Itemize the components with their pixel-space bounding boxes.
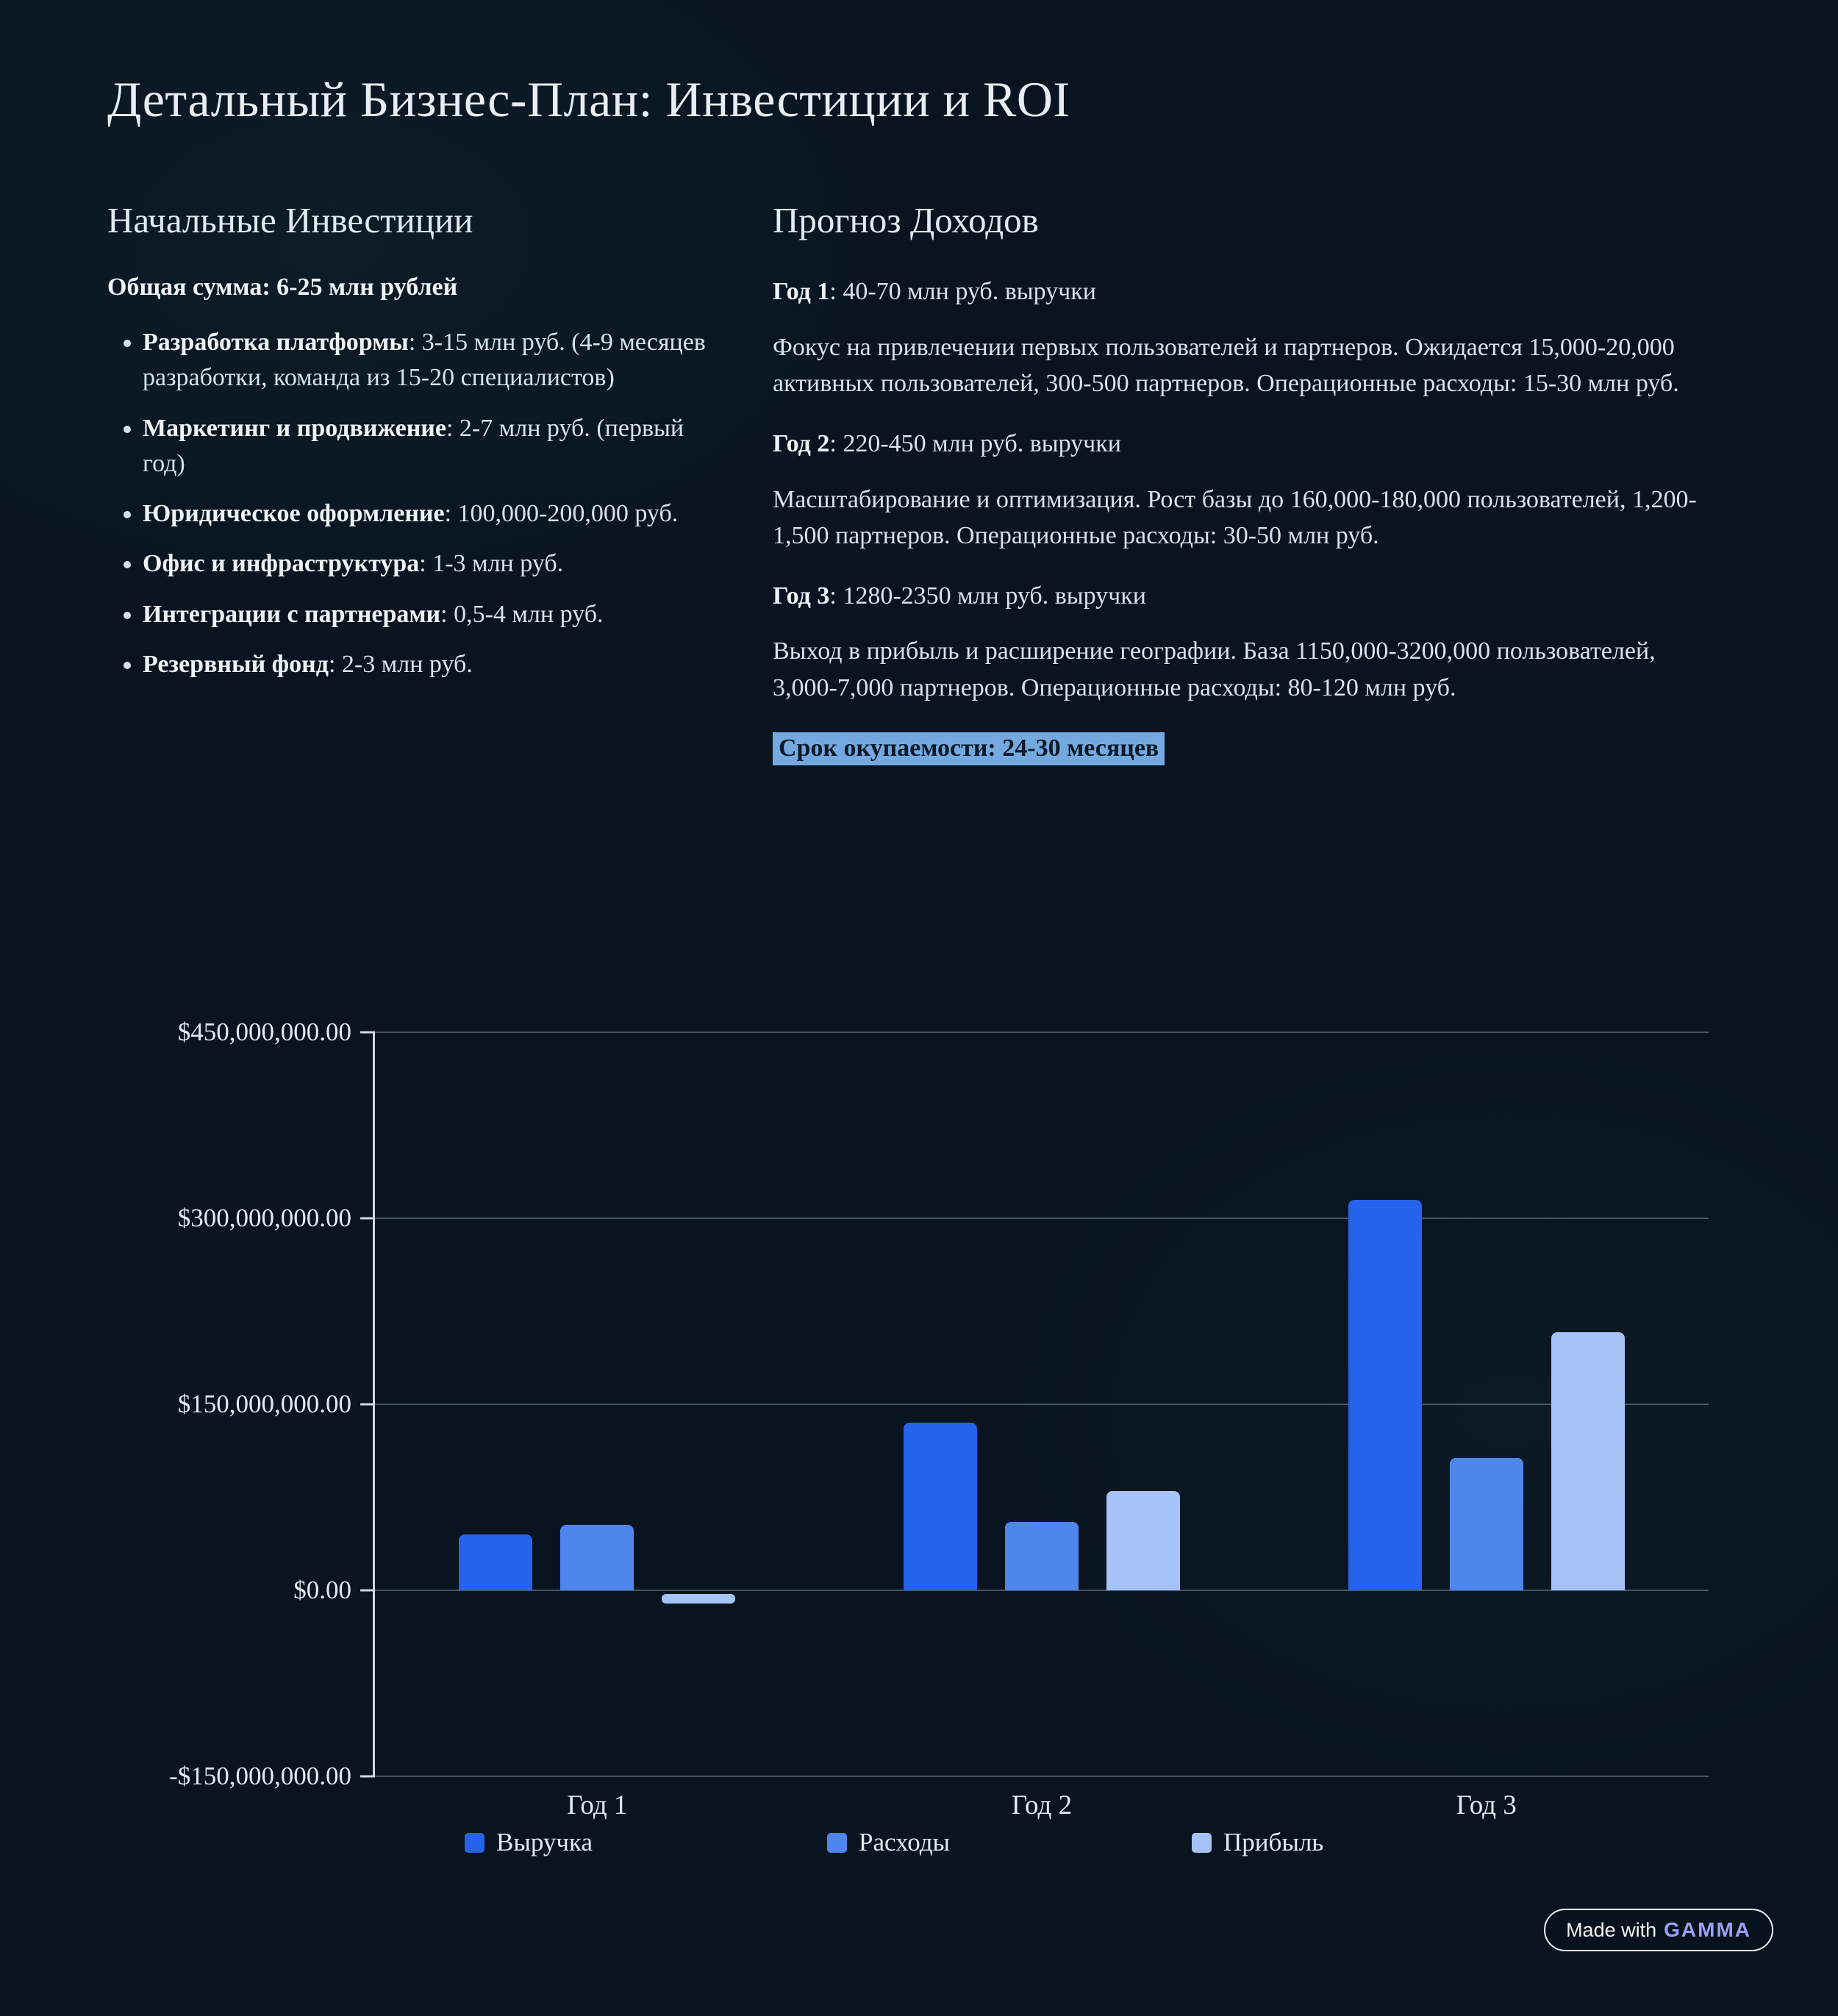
bar-Год 3-Расходы [1449,1457,1523,1590]
investment-item-text: : 100,000-200,000 руб. [444,500,679,528]
legend-swatch [465,1832,484,1853]
forecast-year-1-line: Год 1: 40-70 млн руб. выручки [773,274,1698,310]
investment-item-text: : 2-3 млн руб. [328,650,473,678]
bar-Год 2-Расходы [1005,1522,1079,1590]
y-axis-tick-label: $300,000,000.00 [177,1204,351,1232]
forecast-year-value: : 1280-2350 млн руб. выручки [829,582,1146,610]
chart-legend: Выручка Расходы Прибыль [373,1828,1706,1865]
axis-tick [360,1031,375,1034]
investment-item-label: Резервный фонд [143,650,329,678]
forecast-year-label: Год 2 [773,429,830,457]
investment-item-text: : 3-15 млн руб. (4-9 месяцев разработки,… [143,329,706,392]
investment-item-text: : 2-7 млн руб. (первый год) [143,414,684,477]
forecast-year-value: : 220-450 млн руб. выручки [829,429,1121,457]
forecast-year-value: : 40-70 млн руб. выручки [829,278,1096,305]
slide: Детальный Бизнес-План: Инвестиции и ROI … [0,0,1838,790]
list-item: Юридическое оформление: 100,000-200,000 … [143,496,720,532]
bar-Год 3-Выручка [1348,1199,1422,1590]
investment-item-label: Разработка платформы [143,329,409,356]
y-axis-tick-label: $450,000,000.00 [177,1018,351,1046]
bar-Год 2-Выручка [904,1423,977,1590]
x-axis-label: Год 3 [1456,1790,1517,1820]
forecast-heading: Прогноз Доходов [773,200,1039,240]
legend-swatch [827,1832,847,1853]
axis-tick [360,1775,375,1778]
axis-tick [360,1217,375,1220]
bar-Год 2-Прибыль [1106,1491,1180,1590]
investments-heading: Начальные Инвестиции [107,200,473,240]
made-with-gamma-badge[interactable]: Made with GAMMA [1544,1909,1773,1951]
forecast-year-3-line: Год 3: 1280-2350 млн руб. выручки [773,578,1698,615]
investments-section: Начальные Инвестиции Общая сумма: 6-25 м… [107,199,720,790]
badge-brand: GAMMA [1664,1918,1751,1941]
list-item: Маркетинг и продвижение: 2-7 млн руб. (п… [143,411,720,482]
bar-Год 1-Выручка [459,1534,533,1590]
x-axis-label: Год 2 [1011,1790,1073,1820]
y-axis-tick-label: -$150,000,000.00 [169,1762,351,1790]
gridline [375,1590,1709,1591]
list-item: Интеграции с партнерами: 0,5-4 млн руб. [143,597,720,632]
payback-line: Срок окупаемости: 24-30 месяцев [773,730,1698,767]
badge-prefix: Made with [1566,1918,1657,1941]
page-title: Детальный Бизнес-План: Инвестиции и ROI [107,71,1070,127]
forecast-year-label: Год 3 [773,582,830,610]
payback-highlight: Срок окупаемости: 24-30 месяцев [773,732,1165,765]
axis-tick [360,1403,375,1406]
axis-tick [360,1589,375,1592]
gridline [375,1776,1709,1777]
gridline [375,1404,1709,1405]
investment-item-label: Юридическое оформление [143,500,445,528]
y-axis-tick-label: $0.00 [293,1576,351,1604]
gridline [375,1032,1709,1033]
legend-item-Выручка: Выручка [465,1828,593,1857]
y-axis-labels: $450,000,000.00 $300,000,000.00 $150,000,0… [0,1018,351,1790]
forecast-year-label: Год 1 [773,278,830,305]
forecast-section: Прогноз Доходов Год 1: 40-70 млн руб. вы… [773,199,1698,790]
forecast-year-1-desc: Фокус на привлечении первых пользователе… [773,333,1679,398]
investment-item-label: Интеграции с партнерами [143,600,441,628]
chart-plot: Год 1 Год 2 Год 3 [360,1031,1709,1820]
investment-item-label: Маркетинг и продвижение [143,414,446,442]
gridline [375,1218,1709,1219]
legend-item-Расходы: Расходы [827,1828,950,1857]
forecast-year-2-line: Год 2: 220-450 млн руб. выручки [773,426,1698,462]
investment-item-text: : 1-3 млн руб. [419,550,564,578]
legend-label: Прибыль [1223,1828,1324,1856]
bar-Год 1-Расходы [560,1524,634,1590]
legend-item-Прибыль: Прибыль [1192,1828,1323,1857]
forecast-year-3-desc: Выход в прибыль и расширение географии. … [773,637,1656,701]
legend-label: Расходы [859,1828,951,1856]
list-item: Разработка платформы: 3-15 млн руб. (4-9… [143,325,720,396]
investment-item-label: Офис и инфраструктура [143,550,420,578]
investments-total: Общая сумма: 6-25 млн рублей [107,274,458,301]
list-item: Резервный фонд: 2-3 млн руб. [143,647,720,682]
two-column-layout: Начальные Инвестиции Общая сумма: 6-25 м… [107,199,1698,790]
y-axis-tick-label: $150,000,000.00 [177,1390,351,1418]
legend-swatch [1192,1832,1212,1853]
bar-Год 3-Прибыль [1551,1332,1625,1590]
forecast-year-2-desc: Масштабирование и оптимизация. Рост базы… [773,485,1697,550]
x-axis-label: Год 1 [567,1790,628,1820]
legend-label: Выручка [496,1828,593,1856]
bar-Год 1-Прибыль [662,1594,736,1604]
investment-item-text: : 0,5-4 млн руб. [440,600,604,628]
list-item: Офис и инфраструктура: 1-3 млн руб. [143,546,720,582]
investments-list: Разработка платформы: 3-15 млн руб. (4-9… [107,325,720,682]
